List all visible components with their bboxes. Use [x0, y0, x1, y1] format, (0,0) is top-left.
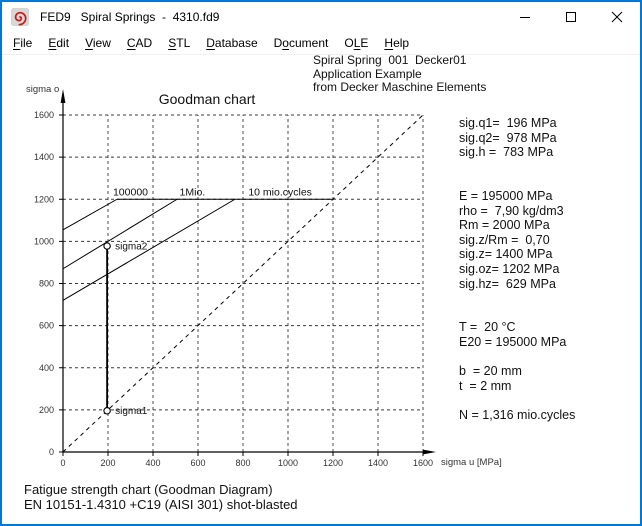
x-tick-label: 600 [190, 458, 205, 468]
result-line: b = 20 mm [459, 364, 522, 379]
title-bar[interactable]: FED9 Spiral Springs - 4310.fd9 [2, 2, 640, 32]
result-line: E20 = 195000 MPa [459, 334, 567, 349]
result-line [459, 350, 575, 365]
result-line: T = 20 °C [459, 320, 516, 335]
y-tick-label: 1600 [34, 110, 54, 120]
diagonal-sigma-o-equals-sigma-u [62, 114, 424, 453]
x-tick-label: 0 [60, 458, 65, 468]
header-line: Application Example [313, 66, 422, 81]
menu-item-document[interactable]: Document [273, 36, 329, 50]
cycles-100000-line [62, 198, 118, 231]
result-line: sig.q1= 196 MPa [459, 116, 557, 130]
y-tick-label: 800 [39, 279, 54, 289]
y-axis-label: sigma o [26, 84, 59, 95]
result-line: E = 195000 MPa [459, 188, 553, 203]
x-tick-label: 1600 [413, 458, 433, 468]
y-tick-label: 400 [39, 363, 54, 373]
result-line [459, 393, 575, 408]
marker-sigma2 [103, 242, 111, 250]
menu-bar: File Edit View CAD STL Database Document OLE Hel… [2, 32, 640, 55]
spring-header: Spiral Spring 001 Decker01 Application Ex… [313, 53, 487, 95]
menu-item-file[interactable]: File [13, 36, 33, 50]
status-line: EN 10151-1.4310 +C19 (AISI 301) shot-bla… [24, 496, 298, 512]
result-line: sig.z/Rm = 0,70 [459, 232, 550, 247]
x-tick-label: 400 [145, 458, 160, 468]
spiral-spring-icon [11, 8, 29, 26]
status-line: Fatigue strength chart (Goodman Diagram) [24, 482, 273, 497]
y-tick-label: 200 [39, 405, 54, 415]
menu-item-stl[interactable]: STL [168, 36, 191, 50]
chart-title: Goodman chart [159, 91, 256, 107]
x-axis-label: sigma u [MPa] [441, 457, 502, 468]
result-line: t = 2 mm [459, 378, 512, 393]
cycles-1mio-line [62, 198, 178, 270]
x-tick-label: 1200 [323, 458, 343, 468]
close-button[interactable] [594, 2, 640, 32]
marker-label-sigma1: sigma1 [115, 406, 148, 417]
status-text: Fatigue strength chart (Goodman Diagram)… [24, 482, 298, 512]
results-panel: sig.q1= 196 MPa sig.q2= 978 MPa sig.h = 78… [459, 116, 575, 422]
maximize-icon [566, 12, 576, 22]
x-tick-label: 200 [100, 458, 115, 468]
result-line: Rm = 2000 MPa [459, 218, 550, 233]
result-line [459, 174, 575, 189]
y-tick-label: 1000 [34, 236, 54, 246]
result-line: sig.hz= 629 MPa [459, 276, 556, 291]
menu-item-help[interactable]: Help [384, 36, 410, 50]
x-tick-label: 800 [235, 458, 250, 468]
result-line: sig.h = 783 MPa [459, 145, 554, 160]
result-line: sig.z= 1400 MPa [459, 247, 553, 262]
menu-item-ole[interactable]: OLE [344, 36, 369, 50]
marker-label-sigma2: sigma2 [115, 242, 148, 253]
y-tick-label: 1200 [34, 194, 54, 204]
minimize-button[interactable] [502, 2, 548, 32]
marker-sigma1 [103, 406, 111, 415]
close-icon [611, 11, 623, 23]
y-tick-label: 0 [49, 447, 54, 457]
cycle-label: 10 mio.cycles [248, 186, 312, 198]
header-line: Spiral Spring 001 Decker01 [313, 53, 467, 67]
result-line: N = 1,316 mio.cycles [459, 407, 576, 422]
x-tick-label: 1400 [368, 458, 388, 468]
result-line: sig.q2= 978 MPa [459, 130, 557, 145]
menu-item-view[interactable]: View [85, 36, 111, 50]
result-line [459, 160, 575, 175]
result-line [459, 306, 575, 321]
result-line: sig.oz= 1202 MPa [459, 261, 560, 276]
y-tick-label: 600 [39, 321, 54, 331]
menu-item-database[interactable]: Database [206, 36, 258, 50]
header-line: from Decker Maschine Elements [313, 80, 487, 94]
menu-item-cad[interactable]: CAD [126, 36, 153, 50]
cycles-10mio-line [62, 198, 236, 301]
x-axis-arrow [423, 449, 436, 455]
x-tick-label: 1000 [278, 458, 298, 468]
app-icon [11, 8, 29, 26]
cycle-label: 100000 [113, 186, 148, 198]
result-line [459, 291, 575, 306]
result-line: rho = 7,90 kg/dm3 [459, 203, 564, 218]
window-controls [502, 2, 640, 32]
window-title: FED9 Spiral Springs - 4310.fd9 [40, 10, 220, 24]
cycle-label: 1Mio. [180, 186, 206, 198]
minimize-icon [520, 17, 530, 18]
y-tick-label: 1400 [34, 152, 54, 162]
maximize-button[interactable] [548, 2, 594, 32]
y-axis-arrow [60, 89, 66, 103]
menu-item-edit[interactable]: Edit [48, 36, 70, 50]
